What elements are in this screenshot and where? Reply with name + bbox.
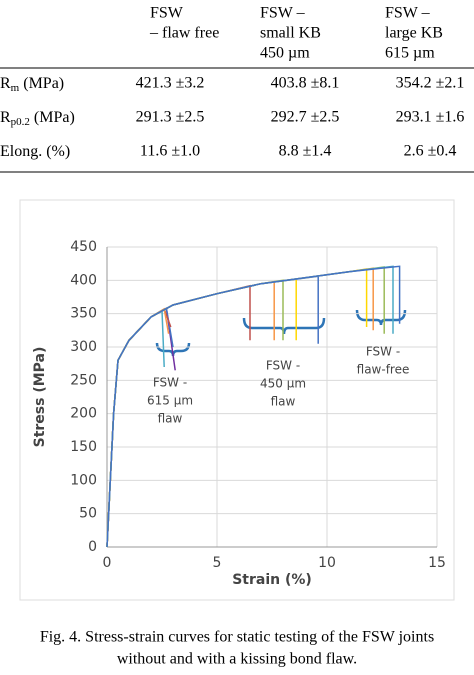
annotation: flaw <box>158 412 183 426</box>
y-tick-label: 350 <box>70 306 97 322</box>
x-tick-label: 0 <box>103 555 112 571</box>
header-cell: 450 µm <box>260 45 310 62</box>
header-cell: FSW – <box>260 5 306 22</box>
table-cell: 292.7 ±2.5 <box>271 109 340 126</box>
x-tick-label: 15 <box>428 555 446 571</box>
table-cell: 354.2 ±2.1 <box>396 75 465 92</box>
header-cell: – flaw free <box>149 25 219 42</box>
label-main: R <box>0 109 11 126</box>
bracket <box>242 317 326 335</box>
stress-strain-curve <box>106 278 297 548</box>
row-label: Rp0.2 (MPa) <box>0 109 75 128</box>
row-label: Rm (MPa) <box>0 75 64 94</box>
annotation: flaw <box>271 395 296 409</box>
y-tick-label: 150 <box>70 439 97 455</box>
stress-strain-curve <box>106 275 319 548</box>
header-cell: FSW – <box>385 5 431 22</box>
stress-strain-curve <box>106 307 176 548</box>
annotation: 615 µm <box>147 394 193 408</box>
y-tick-label: 100 <box>70 472 97 488</box>
chart-frame <box>19 199 455 601</box>
annotation: FSW - <box>266 359 300 373</box>
table-cell: 291.3 ±2.5 <box>136 109 205 126</box>
y-tick-label: 300 <box>70 339 97 355</box>
table-cell: 403.8 ±8.1 <box>271 75 340 92</box>
table-cell: 11.6 ±1.0 <box>140 143 200 160</box>
caption: without and with a kissing bond flaw. <box>117 651 357 668</box>
y-tick-label: 200 <box>70 406 97 422</box>
table-cell: 8.8 ±1.4 <box>279 143 332 160</box>
annotation: FSW - <box>366 345 400 359</box>
annotation: 450 µm <box>260 377 306 391</box>
header-cell: small KB <box>260 25 321 42</box>
table-cell: 293.1 ±1.6 <box>396 109 465 126</box>
row-label: Elong. (%) <box>0 143 70 160</box>
label-unit: (MPa) <box>30 109 75 126</box>
stress-strain-curve <box>106 307 170 548</box>
x-tick-label: 10 <box>318 555 336 571</box>
label-main: R <box>0 75 11 92</box>
header-cell: FSW <box>150 5 184 22</box>
bracket <box>355 309 407 326</box>
stress-strain-curve <box>106 267 374 548</box>
header-cell: large KB <box>385 25 443 42</box>
y-tick-label: 0 <box>88 539 97 555</box>
annotation: FSW - <box>153 376 187 390</box>
y-axis-label: Stress (MPa) <box>32 347 48 448</box>
y-tick-label: 50 <box>79 506 97 522</box>
stress-strain-curve <box>106 280 275 548</box>
y-tick-label: 250 <box>70 372 97 388</box>
y-tick-label: 450 <box>70 239 97 255</box>
label-sub: p0.2 <box>11 116 30 128</box>
x-axis-label: Strain (%) <box>232 572 312 588</box>
annotation: flaw-free <box>357 363 410 377</box>
table-cell: 421.3 ±3.2 <box>136 75 205 92</box>
y-tick-label: 400 <box>70 272 97 288</box>
header-cell: 615 µm <box>385 45 435 62</box>
stress-strain-curve <box>106 307 172 548</box>
caption: Fig. 4. Stress-strain curves for static … <box>40 629 434 646</box>
stress-strain-curve <box>106 268 368 548</box>
table-cell: 2.6 ±0.4 <box>404 143 457 160</box>
label-unit: (MPa) <box>19 75 64 92</box>
label-sub: m <box>11 82 20 94</box>
x-tick-label: 5 <box>213 555 222 571</box>
stress-strain-curve <box>106 308 165 548</box>
label-main: Elong. (%) <box>0 143 70 160</box>
stress-strain-curve <box>106 265 401 548</box>
